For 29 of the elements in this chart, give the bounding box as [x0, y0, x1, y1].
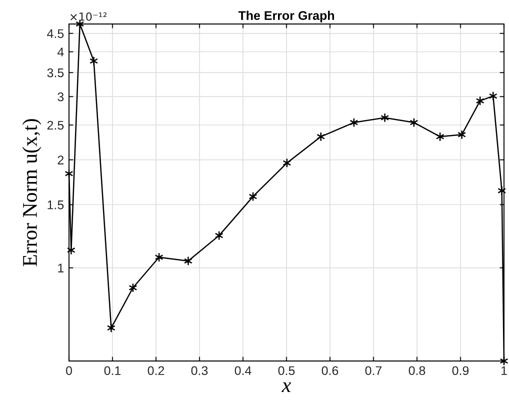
y-tick-label: 4.5 — [47, 29, 64, 38]
y-tick-label: 2.5 — [47, 120, 64, 130]
x-tick-label: 0.7 — [365, 366, 382, 376]
y-tick-label: 1.5 — [48, 200, 64, 210]
chart-title: The Error Graph — [238, 10, 334, 22]
y-tick-label: 3 — [58, 92, 64, 102]
x-tick-label: 1 — [501, 366, 507, 375]
x-tick-label: 0.8 — [408, 366, 426, 376]
y-tick-label: 3.5 — [47, 68, 64, 78]
x-tick-label: 0.2 — [148, 366, 164, 376]
point — [90, 56, 98, 66]
point — [184, 256, 192, 266]
point — [380, 112, 390, 122]
x-tick-label: 0 — [66, 366, 72, 376]
x-axis-title: x — [282, 382, 291, 392]
point — [458, 130, 466, 140]
y-tick-label: 2 — [58, 156, 64, 164]
x-tick-label: 0.9 — [452, 366, 469, 376]
x-tick-label: 0.6 — [322, 366, 338, 376]
x-tick-label: 0.4 — [234, 366, 252, 376]
x-tick-label: 0.5 — [278, 366, 295, 376]
y-axis-title: Error Norm u(x,t) — [22, 119, 42, 266]
x-tick-label: 0.1 — [104, 366, 121, 376]
point — [316, 132, 326, 142]
y-tick-label: 4 — [57, 48, 64, 56]
point — [106, 323, 116, 333]
y-tick-label: 1 — [58, 264, 64, 272]
text: ×10⁻¹² — [70, 12, 107, 21]
x-tick-label: 0.3 — [191, 366, 208, 376]
